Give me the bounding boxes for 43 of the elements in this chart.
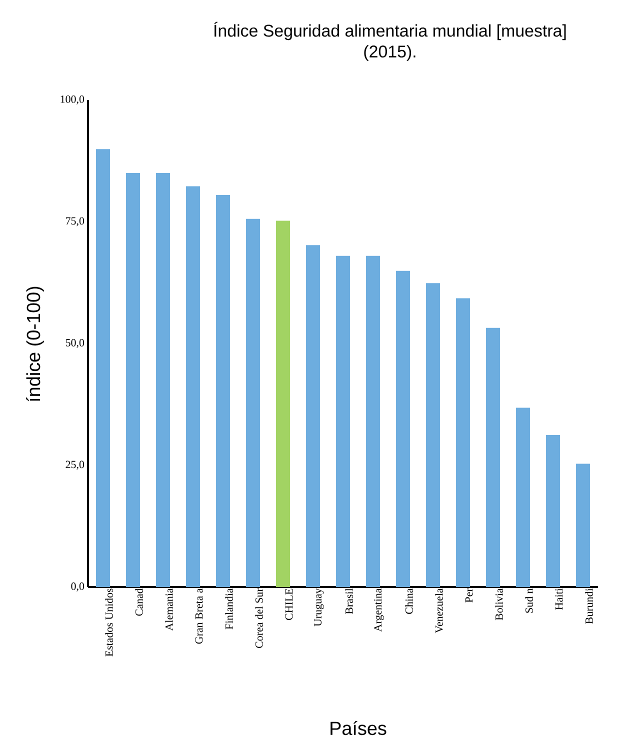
y-tick-label: 75,0 — [66, 217, 84, 226]
x-tick-label: Uruguay — [314, 588, 324, 626]
bar — [576, 464, 590, 587]
x-tick-label: China — [405, 588, 413, 614]
bar — [426, 283, 440, 587]
x-tick-label: Argentina — [374, 588, 384, 632]
chart-title: Índice Seguridad alimentaria mundial [muestra] — [214, 22, 566, 40]
x-tick-label: Corea del Sur — [255, 588, 263, 648]
bar — [366, 256, 380, 587]
y-tick-label: 100,0 — [60, 96, 84, 104]
bar — [456, 298, 470, 587]
x-tick-label: Alemania — [165, 588, 173, 631]
bar — [306, 245, 320, 587]
bar — [396, 270, 410, 587]
x-tick-label: Gran Breta a — [195, 588, 203, 644]
x-tick-label: Canad — [135, 588, 143, 616]
bar — [546, 435, 560, 587]
bar — [336, 256, 350, 587]
x-tick-label: Per — [465, 588, 473, 602]
x-tick-label: Finlandia — [225, 588, 233, 630]
bar — [216, 194, 230, 587]
chart-subtitle: (2015). — [364, 45, 416, 61]
x-tick-label: Brasil — [345, 588, 353, 614]
bar — [126, 173, 140, 587]
bar — [186, 186, 200, 587]
x-tick-label: Estados Unidos — [105, 588, 113, 656]
x-tick-label: Venezuela — [435, 588, 443, 634]
bar — [516, 408, 530, 587]
y-axis-title: índice (0-100) — [26, 286, 44, 402]
bar — [156, 173, 170, 587]
bar — [276, 220, 290, 587]
x-tick-label: Haiti — [555, 588, 563, 610]
x-tick-label: CHILE — [285, 588, 293, 620]
x-axis-title: Países — [330, 720, 386, 736]
y-tick-label: 25,0 — [66, 460, 84, 470]
x-tick-label: Burundi — [585, 588, 593, 624]
bar — [246, 218, 260, 587]
x-tick-label: Sud n — [525, 588, 533, 613]
bar — [486, 328, 500, 587]
y-tick-label: 0,0 — [71, 582, 84, 592]
x-tick-label: Bolivia — [495, 588, 503, 620]
bar — [96, 149, 110, 587]
y-tick-label: 50,0 — [66, 339, 84, 348]
